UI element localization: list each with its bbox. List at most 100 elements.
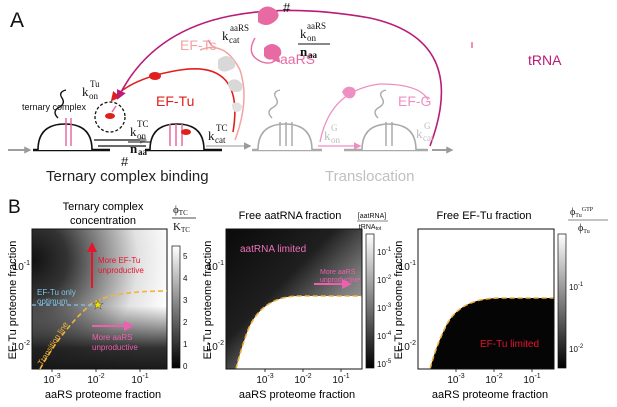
label-ef-ts: EF-Ts — [180, 37, 217, 53]
svg-text:G: G — [331, 123, 338, 133]
colorbar — [557, 233, 567, 369]
svg-text:10-3: 10-3 — [256, 373, 273, 386]
label-ef-g: EF-G — [398, 93, 431, 109]
svg-text:k: k — [300, 26, 307, 41]
label-translocation: Translocation — [325, 168, 415, 185]
colorbar — [365, 233, 375, 369]
svg-text:on: on — [89, 91, 99, 101]
svg-text:cat: cat — [215, 135, 226, 145]
svg-text:aaRS: aaRS — [230, 23, 249, 33]
annotation-more-eftu: More EF-Tu — [98, 256, 140, 265]
svg-text:3: 3 — [183, 296, 188, 305]
svg-text:10-3: 10-3 — [447, 373, 464, 386]
svg-text:5: 5 — [183, 252, 188, 261]
svg-text:1: 1 — [183, 340, 188, 349]
annotation-aatrna-limited: aatRNA limited — [240, 244, 306, 255]
svg-text:10-2: 10-2 — [485, 373, 502, 386]
rate-kon-tc: k on TC n aa — [128, 119, 150, 157]
label-hash-top: # — [283, 0, 291, 15]
rate-kon-aars: k on aaRS n aa — [298, 21, 330, 60]
annotation-more-aars: unproductive — [320, 277, 360, 284]
svg-text:10-1: 10-1 — [13, 260, 30, 273]
svg-text:G: G — [424, 121, 431, 131]
svg-text:k: k — [416, 126, 423, 141]
label-hash-bottom: # — [121, 154, 129, 169]
annotation-eftu-only: optimum — [37, 297, 68, 306]
svg-text:10-1: 10-1 — [131, 373, 148, 386]
svg-text:10-1: 10-1 — [332, 373, 349, 386]
x-tick-labels: 10-3 10-2 10-1 — [43, 373, 148, 386]
trna-cycle-arrow — [117, 9, 443, 147]
svg-text:n: n — [130, 141, 138, 156]
ef-ts-icon — [218, 56, 243, 112]
label-ternary-complex-binding: Ternary complex binding — [46, 168, 209, 185]
ribosome-icon — [257, 89, 313, 151]
svg-text:on: on — [331, 135, 341, 145]
x-tick-labels: 10-3 10-2 10-1 — [256, 373, 349, 386]
colorbar-label: ϕTC KTC — [172, 204, 196, 234]
aars-icon — [264, 44, 282, 60]
svg-text:on: on — [137, 131, 147, 141]
label-ternary-complex: ternary complex — [22, 102, 87, 112]
y-axis-label: EF-Tu proteome fraction — [393, 241, 405, 360]
svg-text:TC: TC — [216, 123, 228, 133]
svg-text:10-2: 10-2 — [399, 340, 416, 353]
svg-text:10-5: 10-5 — [377, 359, 392, 369]
y-axis-label: EF-Tu proteome fraction — [202, 241, 214, 360]
ef-tu-cycle-arrow — [110, 68, 236, 133]
svg-text:KTC: KTC — [173, 221, 190, 234]
svg-text:10-2: 10-2 — [207, 340, 224, 353]
svg-text:k: k — [130, 124, 137, 139]
optimum-star-icon: ★ — [92, 297, 104, 312]
ribosome-icon — [37, 89, 93, 151]
svg-text:0: 0 — [183, 362, 188, 371]
svg-text:cat: cat — [229, 35, 240, 45]
annotation-more-eftu: unproductive — [98, 266, 144, 275]
aars-icon — [258, 6, 279, 25]
svg-text:10-2: 10-2 — [87, 373, 104, 386]
transition-line — [429, 297, 554, 370]
svg-text:ϕTuGTP: ϕTuGTP — [570, 207, 594, 219]
y-tick-labels: 10-1 10-2 — [399, 260, 416, 353]
svg-text:ϕTu: ϕTu — [578, 223, 590, 235]
chart-title: Free aatRNA fraction — [239, 210, 342, 222]
chart-free-eftu: Free EF-Tu fraction EF-Tu limited 10-3 1… — [393, 207, 608, 401]
svg-text:aa: aa — [138, 147, 148, 157]
annotation-more-aars: unproductive — [92, 343, 138, 352]
ef-ts-cycle-arrow — [199, 46, 245, 141]
svg-text:aaRS: aaRS — [307, 21, 326, 31]
svg-text:10-1: 10-1 — [377, 247, 392, 257]
svg-text:[aatRNA]: [aatRNA] — [358, 213, 386, 220]
ef-g-cycle-arrow — [319, 83, 429, 143]
svg-text:10-1: 10-1 — [207, 260, 224, 273]
colorbar-ticks: 10-1 10-2 — [569, 282, 584, 354]
label-ef-tu: EF-Tu — [156, 93, 194, 109]
x-ticks — [455, 369, 533, 372]
x-ticks — [51, 369, 141, 372]
svg-text:k: k — [208, 128, 215, 143]
panel-b-letter: B — [8, 197, 21, 218]
label-aars: aaRS — [280, 51, 315, 67]
panel-a-letter: A — [10, 9, 24, 32]
annotation-eftu-limited: EF-Tu limited — [480, 339, 539, 350]
ribosome-icon — [149, 123, 205, 151]
chart-ternary-complex: Ternary complex concentration ★ More EF-… — [7, 201, 196, 401]
x-axis-label: aaRS proteome fraction — [239, 389, 355, 401]
ternary-complex-circle — [94, 101, 126, 133]
svg-text:k: k — [82, 84, 89, 99]
svg-text:2: 2 — [183, 318, 188, 327]
aars-loop-arrow — [250, 37, 281, 64]
svg-text:10-3: 10-3 — [43, 373, 60, 386]
svg-text:Tu: Tu — [90, 79, 100, 89]
chart-title: concentration — [70, 215, 136, 227]
rate-kon-tu: k on Tu — [82, 79, 100, 101]
svg-text:10-1: 10-1 — [523, 373, 540, 386]
svg-text:4: 4 — [183, 274, 188, 283]
y-tick-labels: 10-1 10-2 — [207, 260, 224, 353]
annotation-more-aars: More aaRS — [92, 333, 132, 342]
rate-kcat-tc: k cat TC — [208, 123, 228, 145]
svg-text:10-4: 10-4 — [377, 331, 392, 341]
colorbar-ticks: 5 4 3 2 1 0 — [183, 252, 188, 371]
chart-free-aatrna: Free aatRNA fraction aatRNA limited More… — [202, 210, 392, 401]
